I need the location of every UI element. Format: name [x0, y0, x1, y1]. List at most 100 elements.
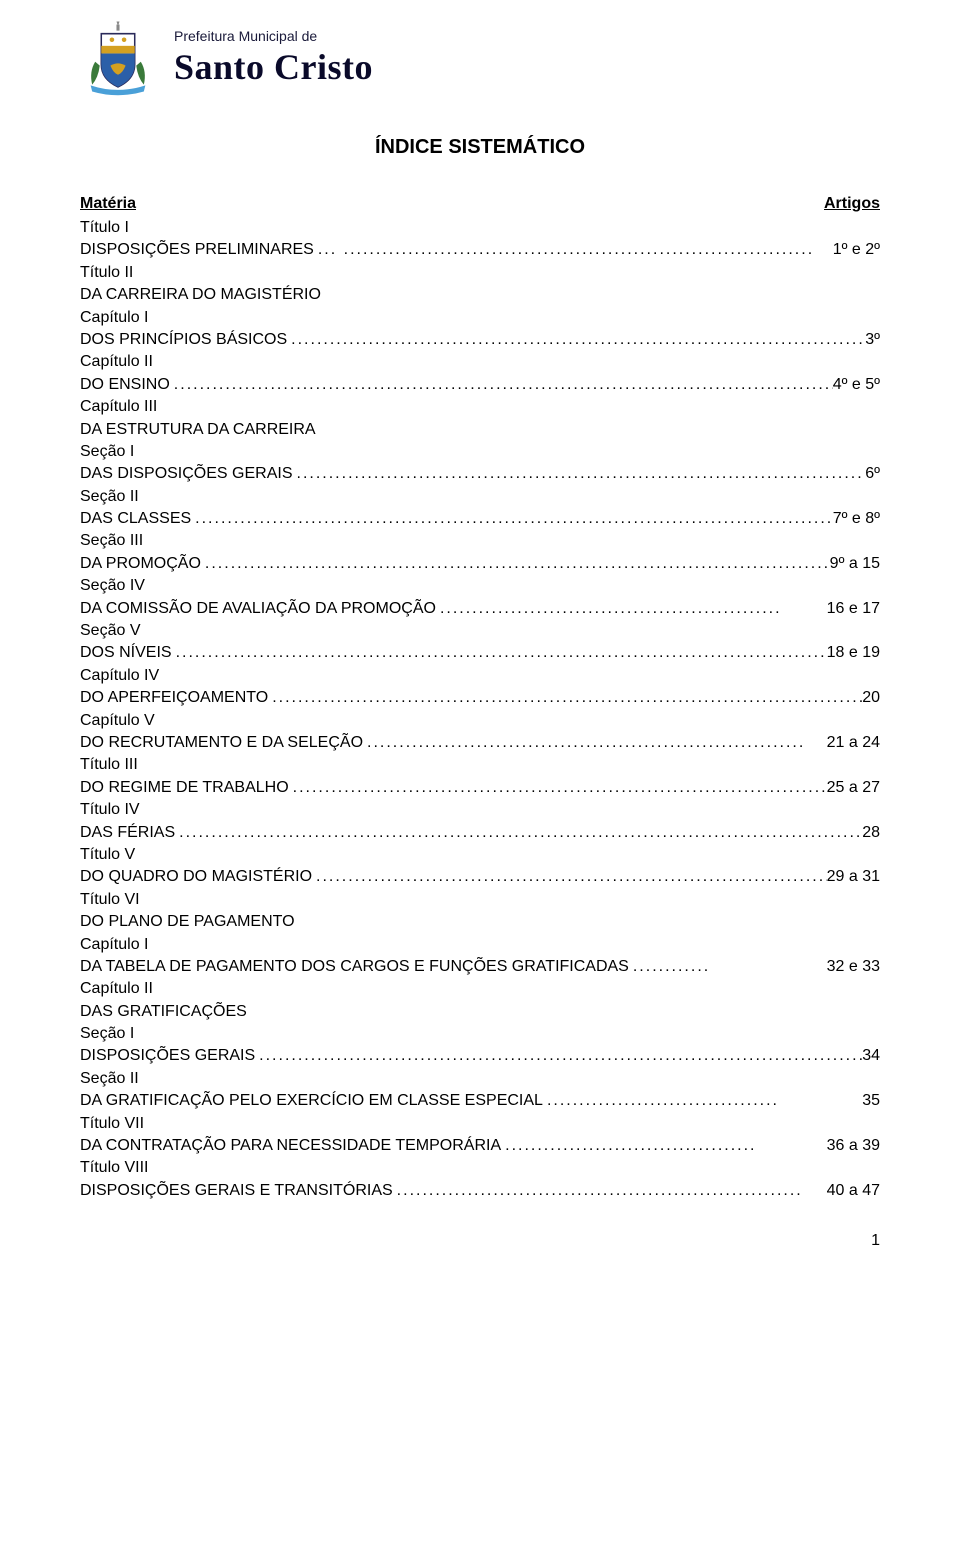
- toc-entry-page: 3º: [865, 329, 880, 351]
- toc-entry-text: DAS CLASSES: [80, 508, 191, 530]
- toc-entry-text: DISPOSIÇÕES GERAIS: [80, 1045, 255, 1067]
- toc-label: Capítulo II: [80, 978, 880, 1000]
- toc-label: Título II: [80, 262, 880, 284]
- toc-leader-dots: ........................................…: [172, 642, 827, 664]
- toc-leader-dots: ........................................…: [393, 1180, 827, 1202]
- toc-entry-line: DISPOSIÇÕES PRELIMINARES... ............…: [80, 239, 880, 261]
- toc-entry-page: 18 e 19: [827, 642, 880, 664]
- toc-label: Título V: [80, 844, 880, 866]
- toc-entry-text: DA PROMOÇÃO: [80, 553, 201, 575]
- toc-entry-text: DOS PRINCÍPIOS BÁSICOS: [80, 329, 287, 351]
- toc-leader-dots: ....................................: [543, 1090, 862, 1112]
- toc-label: Capítulo I: [80, 934, 880, 956]
- toc-label: Capítulo II: [80, 351, 880, 373]
- toc-entry-page: 16 e 17: [827, 598, 880, 620]
- toc-entry-text: DOS NÍVEIS: [80, 642, 172, 664]
- toc-entry-text: DISPOSIÇÕES PRELIMINARES: [80, 239, 314, 261]
- toc-entry-line: DA GRATIFICAÇÃO PELO EXERCÍCIO EM CLASSE…: [80, 1090, 880, 1112]
- toc-entry-page: 20: [862, 687, 880, 709]
- toc-entry-line: DA TABELA DE PAGAMENTO DOS CARGOS E FUNÇ…: [80, 956, 880, 978]
- toc-entry-line: DO APERFEIÇOAMENTO......................…: [80, 687, 880, 709]
- toc-entry-text: DA GRATIFICAÇÃO PELO EXERCÍCIO EM CLASSE…: [80, 1090, 543, 1112]
- toc-leader-dots: ........................................…: [268, 687, 862, 709]
- toc-entry-page: 36 a 39: [827, 1135, 880, 1157]
- toc-leader-dots: ........................................…: [191, 508, 833, 530]
- toc-entry-page: 34: [862, 1045, 880, 1067]
- toc-leader-dots: ........................................…: [363, 732, 827, 754]
- table-of-contents: Título IDISPOSIÇÕES PRELIMINARES... ....…: [80, 217, 880, 1202]
- toc-entry-line: DOS PRINCÍPIOS BÁSICOS..................…: [80, 329, 880, 351]
- toc-entry-text: DO QUADRO DO MAGISTÉRIO: [80, 866, 312, 888]
- toc-entry-line: DAS CLASSES.............................…: [80, 508, 880, 530]
- toc-entry-text: DO APERFEIÇOAMENTO: [80, 687, 268, 709]
- toc-label: Seção I: [80, 441, 880, 463]
- toc-entry-page: 35: [862, 1090, 880, 1112]
- toc-leader-dots: .......................................: [501, 1135, 826, 1157]
- toc-entry-text: DA TABELA DE PAGAMENTO DOS CARGOS E FUNÇ…: [80, 956, 629, 978]
- toc-entry-text: DAS DISPOSIÇÕES GERAIS: [80, 463, 293, 485]
- toc-entry-line: DAS DISPOSIÇÕES GERAIS..................…: [80, 463, 880, 485]
- toc-entry-text: DA COMISSÃO DE AVALIAÇÃO DA PROMOÇÃO: [80, 598, 436, 620]
- toc-entry-line: DA PROMOÇÃO.............................…: [80, 553, 880, 575]
- toc-label: Capítulo III: [80, 396, 880, 418]
- toc-entry-line: DO RECRUTAMENTO E DA SELEÇÃO............…: [80, 732, 880, 754]
- toc-leader-dots: ........................................…: [255, 1045, 862, 1067]
- municipality-crest-icon: [80, 20, 156, 96]
- toc-leader-dots: ........................................…: [436, 598, 827, 620]
- toc-label: Título III: [80, 754, 880, 776]
- toc-entry-page: 28: [862, 822, 880, 844]
- toc-label: Capítulo I: [80, 307, 880, 329]
- toc-entry-page: 25 a 27: [827, 777, 880, 799]
- toc-entry-page: 7º e 8º: [833, 508, 880, 530]
- toc-label: Título VI: [80, 889, 880, 911]
- city-name: Santo Cristo: [174, 46, 373, 88]
- toc-leader-dots: ........................................…: [287, 329, 865, 351]
- toc-entry-page: 1º e 2º: [833, 239, 880, 261]
- toc-label: DA ESTRUTURA DA CARREIRA: [80, 419, 880, 441]
- toc-label: Seção II: [80, 486, 880, 508]
- toc-entry-text: DO RECRUTAMENTO E DA SELEÇÃO: [80, 732, 363, 754]
- toc-entry-page: 6º: [865, 463, 880, 485]
- toc-entry-line: DO QUADRO DO MAGISTÉRIO.................…: [80, 866, 880, 888]
- toc-label: Capítulo V: [80, 710, 880, 732]
- toc-leader-dots: ........................................…: [201, 553, 830, 575]
- toc-label: DO PLANO DE PAGAMENTO: [80, 911, 880, 933]
- toc-entry-page: 4º e 5º: [833, 374, 880, 396]
- toc-label: Título VII: [80, 1113, 880, 1135]
- toc-entry-page: 32 e 33: [827, 956, 880, 978]
- toc-entry-text: DAS FÉRIAS: [80, 822, 175, 844]
- toc-label: Seção III: [80, 530, 880, 552]
- toc-label: Capítulo IV: [80, 665, 880, 687]
- toc-entry-page: 21 a 24: [827, 732, 880, 754]
- toc-entry-text: DO ENSINO: [80, 374, 170, 396]
- toc-leader-dots: ........................................…: [289, 777, 827, 799]
- toc-entry-line: DO REGIME DE TRABALHO...................…: [80, 777, 880, 799]
- toc-entry-page: 9º a 15: [830, 553, 880, 575]
- document-title: ÍNDICE SISTEMÁTICO: [80, 136, 880, 159]
- toc-entry-line: DA CONTRATAÇÃO PARA NECESSIDADE TEMPORÁR…: [80, 1135, 880, 1157]
- toc-entry-page: 40 a 47: [827, 1180, 880, 1202]
- toc-leader-dots: ........................................…: [170, 374, 833, 396]
- toc-entry-line: DO ENSINO...............................…: [80, 374, 880, 396]
- toc-entry-line: DAS FÉRIAS..............................…: [80, 822, 880, 844]
- toc-leader-dots: ............: [629, 956, 827, 978]
- toc-label: Seção I: [80, 1023, 880, 1045]
- municipality-label: Prefeitura Municipal de: [174, 28, 373, 44]
- toc-entry-page: 29 a 31: [827, 866, 880, 888]
- toc-entry-text: DO REGIME DE TRABALHO: [80, 777, 289, 799]
- toc-label: Título VIII: [80, 1157, 880, 1179]
- document-header: Prefeitura Municipal de Santo Cristo: [80, 20, 880, 96]
- header-text-block: Prefeitura Municipal de Santo Cristo: [174, 28, 373, 88]
- toc-label: DA CARREIRA DO MAGISTÉRIO: [80, 284, 880, 306]
- toc-entry-line: DA COMISSÃO DE AVALIAÇÃO DA PROMOÇÃO....…: [80, 598, 880, 620]
- toc-label: DAS GRATIFICAÇÕES: [80, 1001, 880, 1023]
- page-number: 1: [80, 1232, 880, 1250]
- toc-label: Título I: [80, 217, 880, 239]
- toc-leader-dots: ........................................…: [175, 822, 862, 844]
- toc-label: Seção V: [80, 620, 880, 642]
- toc-entry-line: DISPOSIÇÕES GERAIS......................…: [80, 1045, 880, 1067]
- toc-entry-text: DA CONTRATAÇÃO PARA NECESSIDADE TEMPORÁR…: [80, 1135, 501, 1157]
- toc-entry-line: DOS NÍVEIS..............................…: [80, 642, 880, 664]
- toc-column-headers: Matéria Artigos: [80, 195, 880, 213]
- toc-label: Seção II: [80, 1068, 880, 1090]
